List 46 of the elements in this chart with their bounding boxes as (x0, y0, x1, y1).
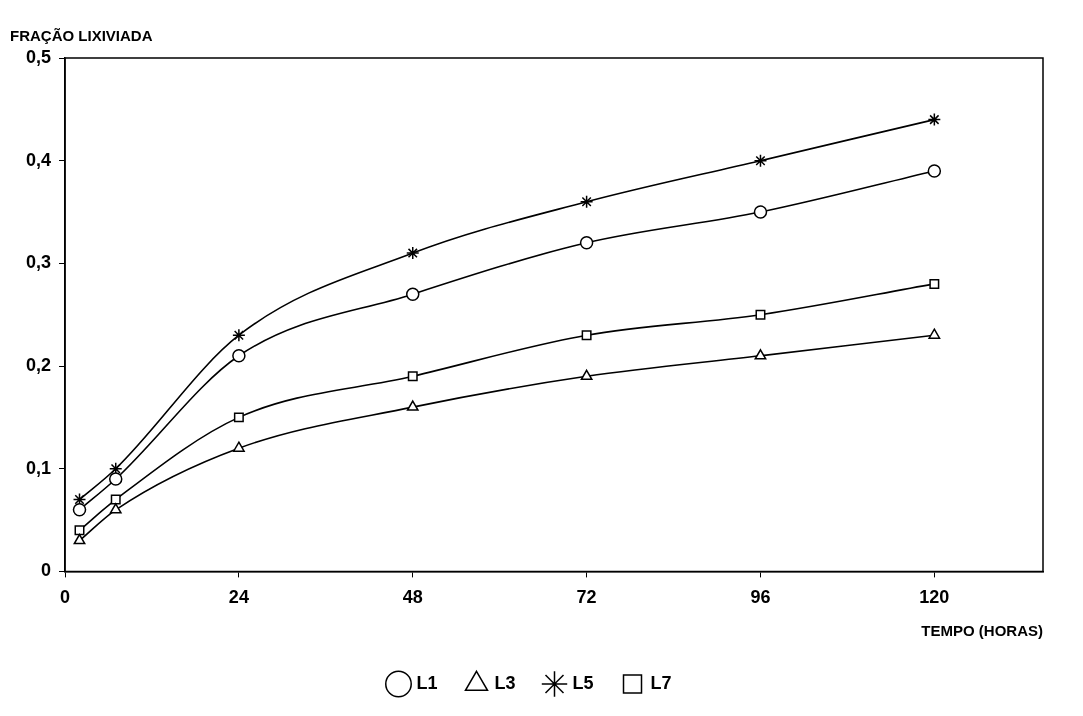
point (755, 309, 766, 320)
point (108, 472, 123, 486)
x-tick-label: 24 (228, 587, 249, 608)
y-tick-label: 0,5 (25, 46, 52, 67)
legend-label: L5 (572, 672, 594, 693)
x-tick-label: 120 (919, 587, 950, 608)
point (580, 369, 593, 381)
point (581, 330, 592, 341)
point (233, 412, 244, 423)
x-tick-label: 48 (402, 587, 423, 608)
point (753, 205, 768, 219)
point (232, 349, 246, 363)
point (927, 112, 942, 127)
x-tick-label: 96 (750, 587, 771, 608)
point (73, 533, 86, 545)
legend-label: L3 (494, 672, 516, 693)
y-axis-title: FRAÇÃO LIXIVIADA (10, 26, 153, 44)
point (232, 328, 246, 342)
point (108, 461, 123, 476)
y-tick-label: 0 (41, 560, 52, 581)
point (72, 503, 87, 517)
point (72, 492, 87, 507)
point (406, 246, 420, 260)
point (407, 371, 418, 382)
y-tick-label: 0,2 (25, 355, 52, 376)
point (929, 278, 940, 289)
point (74, 525, 85, 536)
legend-label: L1 (416, 672, 438, 693)
y-tick-label: 0,1 (25, 457, 52, 478)
point (579, 195, 594, 209)
point (406, 400, 419, 411)
point (928, 328, 941, 339)
point (406, 287, 420, 301)
y-tick-label: 0,4 (25, 149, 52, 170)
point (927, 164, 942, 178)
x-axis-title: TEMPO (HORAS) (921, 622, 1043, 640)
y-tick-label: 0,3 (25, 252, 52, 273)
point (109, 503, 122, 514)
x-tick-label: 0 (60, 587, 71, 608)
x-tick-label: 72 (576, 587, 597, 608)
point (232, 441, 245, 452)
point (110, 494, 121, 505)
point (754, 349, 767, 360)
point (753, 153, 768, 168)
legend-label: L7 (650, 672, 672, 693)
point (579, 236, 594, 250)
